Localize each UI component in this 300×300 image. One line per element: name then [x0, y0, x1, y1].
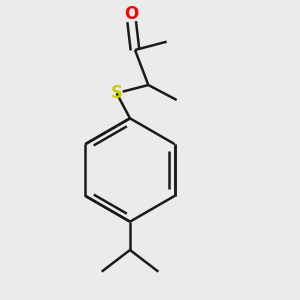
Text: O: O — [124, 5, 139, 23]
Text: S: S — [111, 84, 123, 102]
